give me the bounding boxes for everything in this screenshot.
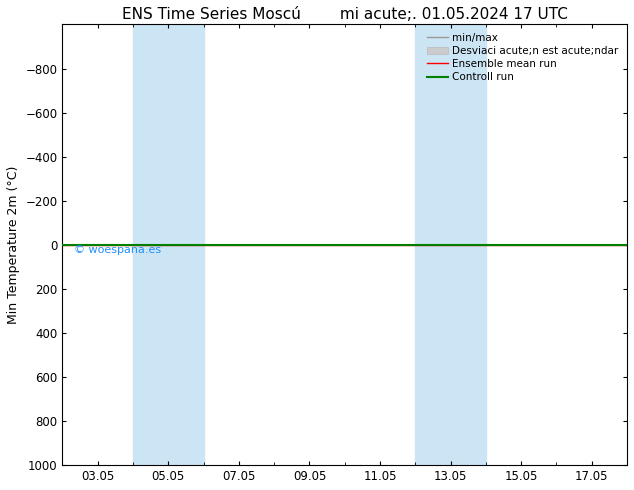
- Legend: min/max, Desviaci acute;n est acute;ndar, Ensemble mean run, Controll run: min/max, Desviaci acute;n est acute;ndar…: [424, 30, 622, 85]
- Text: © woespana.es: © woespana.es: [74, 245, 161, 255]
- Bar: [133, 24, 204, 465]
- Title: ENS Time Series Moscú        mi acute;. 01.05.2024 17 UTC: ENS Time Series Moscú mi acute;. 01.05.2…: [122, 7, 567, 22]
- Bar: [415, 24, 486, 465]
- Y-axis label: Min Temperature 2m (°C): Min Temperature 2m (°C): [7, 166, 20, 324]
